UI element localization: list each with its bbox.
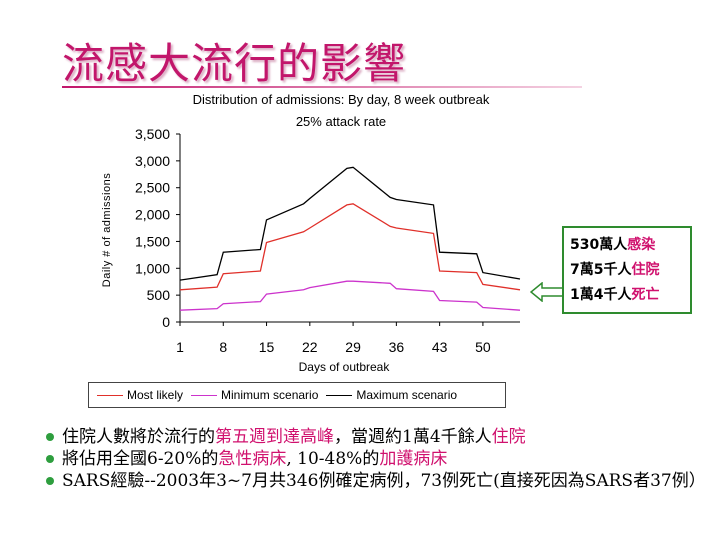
legend-item-maximum: Maximum scenario <box>326 388 457 402</box>
admissions-chart: Distribution of admissions: By day, 8 we… <box>88 88 566 410</box>
legend-swatch <box>326 394 353 396</box>
callout-line-hospitalized: 7萬5千人住院 <box>570 258 684 283</box>
series-line-minimum-scenario <box>179 280 521 311</box>
legend-item-minimum: Minimum scenario <box>191 388 318 402</box>
y-tick-label: 2,500 <box>135 180 170 196</box>
y-axis-label: Daily # of admissions <box>101 173 113 287</box>
x-tick-label: 50 <box>475 339 491 355</box>
y-tick-label: 3,000 <box>135 153 170 169</box>
summary-callout: 530萬人感染 7萬5千人住院 1萬4千人死亡 <box>562 226 692 314</box>
legend-item-most-likely: Most likely <box>97 388 183 402</box>
x-tick-label: 15 <box>259 339 275 355</box>
legend-label: Most likely <box>127 388 184 402</box>
x-axis-label: Days of outbreak <box>299 360 391 374</box>
chart-legend: Most likely Minimum scenario Maximum sce… <box>88 382 506 408</box>
callout-line-deaths: 1萬4千人死亡 <box>570 283 684 308</box>
callout-arrow-icon <box>530 282 564 302</box>
callout-keyword: 死亡 <box>631 287 660 303</box>
bullet-list: 住院人數將於流行的第五週到達高峰，當週約1萬4千餘人住院 將佔用全國6-20%的… <box>44 426 706 492</box>
y-tick-label: 2,000 <box>135 207 170 223</box>
chart-title: Distribution of admissions: By day, 8 we… <box>193 92 490 107</box>
x-tick-label: 36 <box>389 339 405 355</box>
legend-label: Minimum scenario <box>221 388 319 402</box>
callout-keyword: 住院 <box>631 262 660 278</box>
y-tick-label: 3,500 <box>135 126 170 142</box>
x-tick-label: 22 <box>302 339 318 355</box>
series-line-most-likely <box>179 203 521 291</box>
chart-plot: Distribution of admissions: By day, 8 we… <box>101 92 521 374</box>
legend-swatch <box>97 394 123 396</box>
x-tick-label: 8 <box>219 339 227 355</box>
title-underline <box>62 86 582 88</box>
x-tick-label: 29 <box>345 339 361 355</box>
y-tick-label: 500 <box>147 287 171 303</box>
x-tick-label: 1 <box>176 339 184 355</box>
y-tick-label: 1,500 <box>135 233 170 249</box>
bullet-item: 住院人數將於流行的第五週到達高峰，當週約1萬4千餘人住院 <box>44 426 704 448</box>
chart-subtitle: 25% attack rate <box>296 114 386 129</box>
callout-count: 530萬人 <box>570 237 628 253</box>
bullet-item: 將佔用全國6-20%的急性病床, 10-48%的加護病床 <box>44 448 704 470</box>
legend-swatch <box>191 394 218 396</box>
y-tick-label: 1,000 <box>135 260 170 276</box>
bullet-item: SARS經驗--2003年3~7月共346例確定病例，73例死亡(直接死因為SA… <box>44 470 706 492</box>
y-tick-label: 0 <box>162 314 170 330</box>
legend-label: Maximum scenario <box>356 388 458 402</box>
callout-count: 1萬4千人 <box>570 287 632 303</box>
x-tick-label: 43 <box>432 339 448 355</box>
callout-line-infected: 530萬人感染 <box>570 233 684 258</box>
slide-title: 流感大流行的影響 <box>62 39 407 88</box>
callout-keyword: 感染 <box>627 237 656 253</box>
callout-count: 7萬5千人 <box>570 262 632 278</box>
series-line-maximum-scenario <box>179 166 521 281</box>
